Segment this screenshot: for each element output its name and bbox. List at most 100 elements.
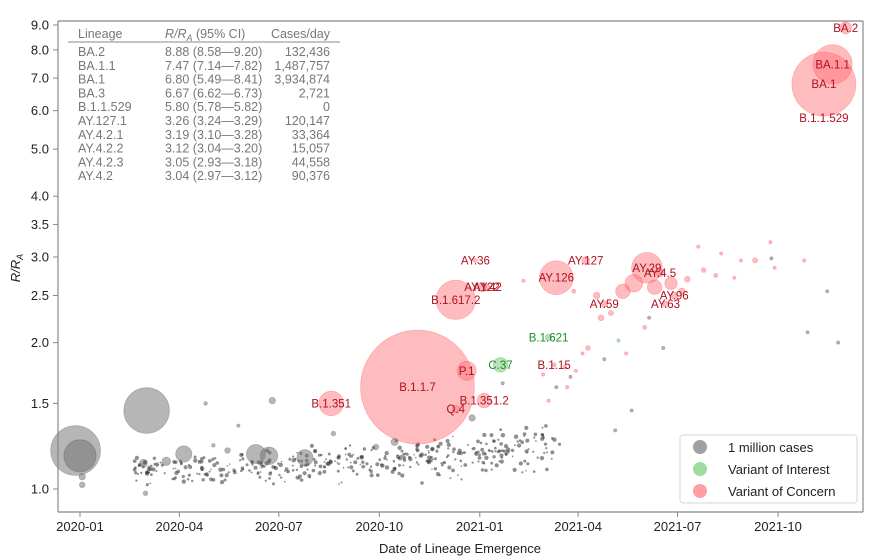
bubble xyxy=(772,265,777,270)
bubble xyxy=(580,351,585,356)
bubble-ay-29 xyxy=(631,252,663,284)
legend-marker-other xyxy=(693,440,707,454)
y-tick-label: 8.0 xyxy=(31,42,49,57)
data-point xyxy=(208,470,211,473)
bubble xyxy=(78,481,86,488)
y-axis-title-sub: A xyxy=(15,254,25,261)
data-point xyxy=(137,473,140,476)
data-point xyxy=(446,442,451,447)
data-point xyxy=(386,458,389,461)
data-point xyxy=(181,479,186,484)
y-axis-title-main: R/R xyxy=(8,260,23,282)
table-cell-cases: 0 xyxy=(323,100,330,114)
table-cell-r: 6.80 (5.49—8.41) xyxy=(165,73,262,87)
data-point xyxy=(490,450,494,453)
table-cell-cases: 15,057 xyxy=(292,142,330,156)
data-point xyxy=(227,471,230,474)
bubble xyxy=(732,275,737,280)
bubble xyxy=(647,315,652,320)
table-cell-cases: 90,376 xyxy=(292,169,330,183)
table-cell-r: 6.67 (6.62—6.73) xyxy=(165,86,262,100)
data-point xyxy=(430,446,435,451)
data-point xyxy=(400,454,403,457)
data-point xyxy=(193,455,197,459)
data-point xyxy=(522,432,527,436)
data-point xyxy=(433,457,437,461)
data-point xyxy=(398,463,401,467)
bubble-ay-96 xyxy=(670,291,678,300)
data-point xyxy=(239,453,244,457)
data-point xyxy=(497,438,500,441)
data-point xyxy=(198,473,201,476)
bubble xyxy=(268,396,276,405)
data-point xyxy=(218,467,223,472)
data-point xyxy=(291,464,294,467)
table-header-r: R/RA (95% CI) xyxy=(165,27,245,43)
data-point xyxy=(370,448,373,452)
data-point xyxy=(380,463,385,468)
table-row: AY.127.1 3.26 (3.24—3.29) 120,147 xyxy=(78,114,330,128)
data-point xyxy=(311,468,316,473)
data-point xyxy=(278,473,281,477)
x-tick-label: 2020-04 xyxy=(156,519,204,534)
data-point xyxy=(211,457,215,461)
legend-label-other: 1 million cases xyxy=(728,440,814,455)
data-point xyxy=(536,456,539,459)
data-point xyxy=(397,445,402,450)
x-tick-label: 2021-04 xyxy=(554,519,602,534)
data-point xyxy=(472,446,476,451)
data-point xyxy=(369,473,374,478)
table-cell-cases: 120,147 xyxy=(285,114,330,128)
data-point xyxy=(306,468,309,471)
data-point xyxy=(302,471,307,476)
data-point xyxy=(369,469,373,474)
data-point xyxy=(322,469,327,474)
y-tick-label: 3.5 xyxy=(31,217,49,232)
data-point xyxy=(452,447,456,452)
bubble xyxy=(678,287,686,295)
data-point xyxy=(318,464,323,469)
bubble xyxy=(664,276,678,290)
table-cell-lineage: BA.1.1 xyxy=(78,59,116,73)
data-point xyxy=(499,453,504,458)
data-point xyxy=(352,453,355,456)
data-point xyxy=(135,479,138,482)
data-point xyxy=(155,470,158,473)
table-cell-r: 3.12 (3.04—3.20) xyxy=(165,142,262,156)
bubble xyxy=(805,330,810,335)
table-cell-r: 3.04 (2.97—3.12) xyxy=(165,169,262,183)
data-point xyxy=(342,466,345,469)
bubble-label: AY.36 xyxy=(461,256,490,268)
data-point xyxy=(533,436,536,439)
data-point xyxy=(418,453,423,458)
data-point xyxy=(153,462,157,466)
data-point xyxy=(351,469,355,473)
data-point xyxy=(205,472,209,476)
data-point xyxy=(489,433,494,438)
bubble xyxy=(642,324,648,330)
lineage-table: Lineage R/RA (95% CI) Cases/day BA.2 8.88… xyxy=(68,27,340,183)
legend-box xyxy=(679,434,858,504)
data-point xyxy=(440,462,443,465)
data-point xyxy=(191,479,194,483)
bubble-ba-1-1 xyxy=(812,44,853,85)
bubble xyxy=(546,398,551,403)
data-point xyxy=(187,473,191,477)
data-point xyxy=(390,469,395,474)
data-point xyxy=(250,471,253,474)
data-point xyxy=(219,480,225,485)
data-point xyxy=(480,468,485,472)
table-header-r-main: R/R xyxy=(165,27,187,41)
bubble xyxy=(521,278,526,283)
bubbles-layer xyxy=(50,21,857,496)
data-point xyxy=(349,461,352,464)
data-point xyxy=(361,460,365,464)
data-point xyxy=(347,466,350,469)
bubble-b-1-1-7 xyxy=(360,329,475,445)
data-point xyxy=(545,467,549,472)
data-point xyxy=(340,481,343,484)
data-point xyxy=(493,446,497,450)
bubble xyxy=(602,357,607,362)
bubble xyxy=(123,387,170,434)
data-point xyxy=(397,471,401,476)
